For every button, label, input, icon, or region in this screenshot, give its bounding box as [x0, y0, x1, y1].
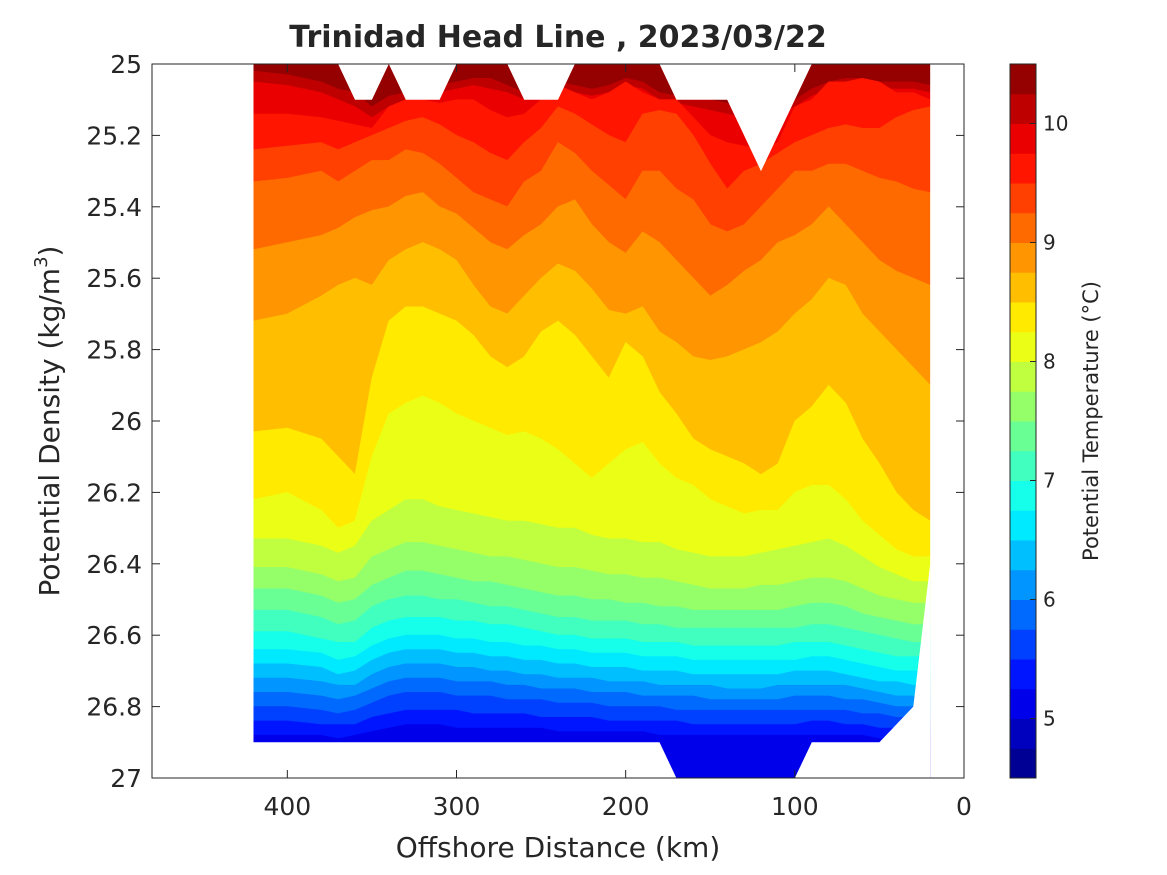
x-tick-label: 0: [956, 792, 972, 821]
colorbar-swatch: [1010, 153, 1036, 184]
x-axis: 400 300 200 100 0: [263, 64, 972, 821]
y-axis: 25 25.2 25.4 25.6 25.8 26 26.2 26.4 26.6 26.8 27: [86, 50, 964, 793]
colorbar-swatch: [1010, 93, 1036, 124]
colorbar-swatch: [1010, 569, 1036, 600]
y-axis-label-superscript: 3: [31, 256, 52, 267]
colorbar-swatch: [1010, 421, 1036, 452]
colorbar-swatch: [1010, 510, 1036, 541]
contour-layer: [253, 64, 931, 778]
colorbar-frame: [1009, 63, 1037, 779]
colorbar-swatch: [1010, 242, 1036, 273]
y-tick-label: 25.6: [86, 264, 142, 293]
colorbar-swatch: [1010, 64, 1036, 95]
y-tick-label: 26.4: [86, 550, 142, 579]
x-axis-label: Offshore Distance (km): [396, 831, 721, 864]
y-axis-label: Potential Density (kg/m3): [31, 246, 66, 597]
colorbar-tick-label: 8: [1043, 350, 1056, 374]
colorbar-swatch: [1010, 212, 1036, 243]
y-axis-label-end: ): [33, 246, 66, 257]
y-tick-label: 26.8: [86, 693, 142, 722]
y-tick-label: 26.2: [86, 478, 142, 507]
colorbar-tick-label: 6: [1043, 588, 1056, 612]
mask-left: [152, 64, 254, 778]
x-tick-label: 400: [263, 792, 311, 821]
y-tick-label: 26.6: [86, 621, 142, 650]
colorbar-tick-label: 10: [1043, 112, 1068, 136]
colorbar-swatch: [1010, 302, 1036, 333]
colorbar-swatch: [1010, 272, 1036, 303]
colorbar-tick-label: 5: [1043, 707, 1056, 731]
x-tick-label: 100: [771, 792, 819, 821]
y-tick-label: 25: [110, 50, 142, 79]
colorbar: [1010, 64, 1036, 779]
colorbar-tick-label: 7: [1043, 469, 1056, 493]
colorbar-swatch: [1010, 123, 1036, 154]
colorbar-swatch: [1010, 629, 1036, 660]
colorbar-swatch: [1010, 748, 1036, 779]
x-tick-label: 200: [602, 792, 650, 821]
colorbar-swatch: [1010, 391, 1036, 422]
colorbar-ticks: 5 6 7 8 9 10: [1030, 112, 1068, 731]
colorbar-swatch: [1010, 540, 1036, 571]
colorbar-swatch: [1010, 480, 1036, 511]
colorbar-swatch: [1010, 688, 1036, 719]
colorbar-swatch: [1010, 361, 1036, 392]
mask-bottom: [253, 563, 931, 778]
colorbar-swatch: [1010, 599, 1036, 630]
colorbar-swatch: [1010, 183, 1036, 214]
y-axis-label-main: Potential Density (kg/m: [33, 268, 66, 597]
colorbar-swatch: [1010, 450, 1036, 481]
y-tick-label: 25.8: [86, 336, 142, 365]
chart-title: Trinidad Head Line , 2023/03/22: [289, 20, 826, 55]
mask-top: [253, 64, 931, 172]
y-tick-label: 26: [110, 407, 142, 436]
colorbar-swatch: [1010, 718, 1036, 749]
y-tick-label: 25.2: [86, 121, 142, 150]
colorbar-tick-label: 9: [1043, 231, 1056, 255]
colorbar-label: Potential Temperature (°C): [1079, 281, 1103, 561]
x-tick-label: 300: [433, 792, 481, 821]
y-tick-label: 25.4: [86, 193, 142, 222]
colorbar-swatch: [1010, 659, 1036, 690]
colorbar-swatch: [1010, 331, 1036, 362]
y-tick-label: 27: [110, 764, 142, 793]
no-data-mask: [152, 64, 964, 778]
